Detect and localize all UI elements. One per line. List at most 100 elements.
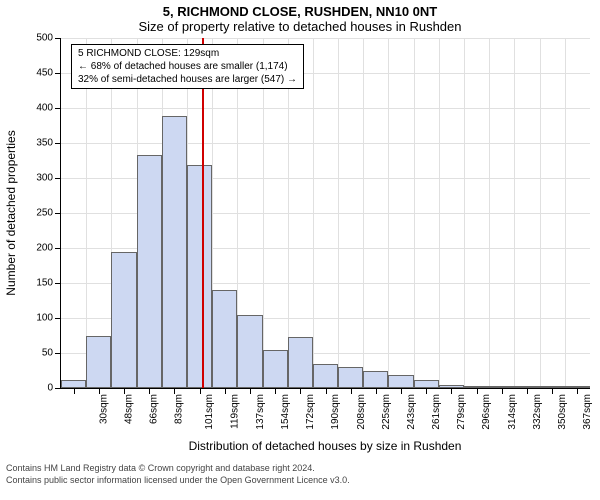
histogram-bar bbox=[187, 165, 212, 388]
grid-line-v bbox=[514, 38, 515, 388]
y-tick bbox=[55, 38, 61, 39]
histogram-bar bbox=[212, 290, 237, 388]
y-tick bbox=[55, 388, 61, 389]
x-tick-label: 350sqm bbox=[557, 394, 568, 430]
annotation-box: 5 RICHMOND CLOSE: 129sqm ← 68% of detach… bbox=[71, 44, 304, 89]
y-tick bbox=[55, 213, 61, 214]
histogram-bar bbox=[464, 386, 489, 388]
grid-line-h bbox=[61, 38, 590, 39]
x-tick-label: 48sqm bbox=[123, 394, 134, 424]
grid-line-h bbox=[61, 143, 590, 144]
y-tick-label: 350 bbox=[36, 138, 53, 149]
y-tick-label: 150 bbox=[36, 278, 53, 289]
footer-line1: Contains HM Land Registry data © Crown c… bbox=[6, 463, 594, 475]
histogram-bar bbox=[111, 252, 136, 389]
y-tick bbox=[55, 108, 61, 109]
x-tick bbox=[149, 388, 150, 394]
x-tick bbox=[577, 388, 578, 394]
x-tick-label: 225sqm bbox=[381, 394, 392, 430]
histogram-bar bbox=[86, 336, 111, 389]
y-tick bbox=[55, 353, 61, 354]
histogram-bar bbox=[489, 386, 514, 388]
histogram-bar bbox=[263, 350, 288, 389]
x-tick-label: 83sqm bbox=[174, 394, 185, 424]
x-tick-label: 172sqm bbox=[305, 394, 316, 430]
x-tick bbox=[426, 388, 427, 394]
x-tick-label: 208sqm bbox=[356, 394, 367, 430]
x-tick-label: 296sqm bbox=[482, 394, 493, 430]
footer-line2: Contains public sector information licen… bbox=[6, 475, 594, 487]
x-tick-label: 66sqm bbox=[148, 394, 159, 424]
x-axis-label: Distribution of detached houses by size … bbox=[60, 439, 590, 453]
histogram-bar bbox=[61, 380, 86, 388]
grid-line-v bbox=[388, 38, 389, 388]
histogram-bar bbox=[363, 371, 388, 389]
grid-line-v bbox=[313, 38, 314, 388]
grid-line-v bbox=[363, 38, 364, 388]
x-tick bbox=[275, 388, 276, 394]
grid-line-v bbox=[489, 38, 490, 388]
y-tick-label: 450 bbox=[36, 68, 53, 79]
grid-line-v bbox=[464, 38, 465, 388]
histogram-bar bbox=[338, 367, 363, 388]
x-tick-label: 279sqm bbox=[456, 394, 467, 430]
histogram-bar bbox=[137, 155, 162, 388]
y-tick bbox=[55, 73, 61, 74]
y-tick-label: 50 bbox=[42, 348, 53, 359]
x-tick-label: 190sqm bbox=[330, 394, 341, 430]
x-tick-label: 154sqm bbox=[280, 394, 291, 430]
histogram-bar bbox=[565, 386, 590, 388]
y-tick-label: 200 bbox=[36, 243, 53, 254]
annotation-line3: 32% of semi-detached houses are larger (… bbox=[78, 73, 297, 86]
x-tick-label: 261sqm bbox=[431, 394, 442, 430]
x-tick bbox=[477, 388, 478, 394]
x-tick bbox=[552, 388, 553, 394]
x-tick-label: 119sqm bbox=[229, 394, 240, 429]
histogram-bar bbox=[514, 386, 539, 388]
x-tick-label: 332sqm bbox=[532, 394, 543, 430]
histogram-bar bbox=[288, 337, 313, 388]
x-tick bbox=[74, 388, 75, 394]
x-tick bbox=[300, 388, 301, 394]
x-tick bbox=[99, 388, 100, 394]
x-tick bbox=[401, 388, 402, 394]
y-tick-label: 400 bbox=[36, 103, 53, 114]
x-tick-label: 367sqm bbox=[582, 394, 593, 430]
y-tick-label: 300 bbox=[36, 173, 53, 184]
x-tick bbox=[351, 388, 352, 394]
grid-line-v bbox=[288, 38, 289, 388]
histogram-bar bbox=[540, 386, 565, 388]
marker-line bbox=[202, 38, 204, 388]
x-tick-label: 137sqm bbox=[255, 394, 266, 430]
grid-line-v bbox=[540, 38, 541, 388]
annotation-line1: 5 RICHMOND CLOSE: 129sqm bbox=[78, 47, 297, 60]
x-tick bbox=[225, 388, 226, 394]
y-tick bbox=[55, 178, 61, 179]
x-tick-label: 30sqm bbox=[98, 394, 109, 424]
y-axis-label: Number of detached properties bbox=[4, 130, 18, 295]
histogram-bar bbox=[237, 315, 262, 389]
x-tick bbox=[326, 388, 327, 394]
histogram-bar bbox=[414, 380, 439, 388]
histogram-bar bbox=[162, 116, 187, 388]
x-tick bbox=[124, 388, 125, 394]
y-tick bbox=[55, 143, 61, 144]
histogram-bar bbox=[388, 375, 413, 388]
x-tick-label: 101sqm bbox=[204, 394, 215, 430]
x-tick bbox=[250, 388, 251, 394]
grid-line-v bbox=[565, 38, 566, 388]
y-tick-label: 100 bbox=[36, 313, 53, 324]
grid-line-v bbox=[338, 38, 339, 388]
x-tick bbox=[174, 388, 175, 394]
page-title-address: 5, RICHMOND CLOSE, RUSHDEN, NN10 0NT bbox=[0, 0, 600, 19]
histogram-bar bbox=[439, 385, 464, 389]
y-tick-label: 500 bbox=[36, 33, 53, 44]
y-tick-label: 250 bbox=[36, 208, 53, 219]
x-tick bbox=[527, 388, 528, 394]
x-tick-label: 243sqm bbox=[406, 394, 417, 430]
y-tick bbox=[55, 248, 61, 249]
grid-line-v bbox=[263, 38, 264, 388]
grid-line-v bbox=[439, 38, 440, 388]
grid-line-h bbox=[61, 108, 590, 109]
y-tick bbox=[55, 318, 61, 319]
